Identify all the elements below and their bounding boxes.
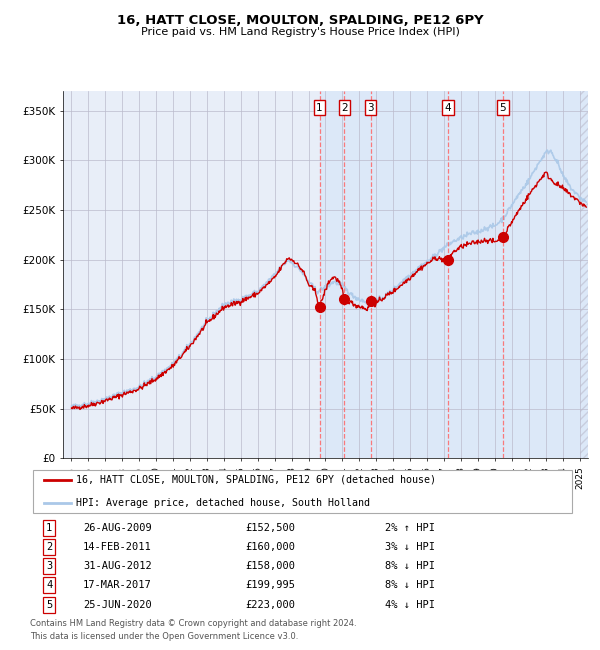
Text: 2: 2 — [46, 542, 52, 552]
Bar — [320, 91, 588, 458]
Text: 1: 1 — [316, 103, 323, 112]
Text: 5: 5 — [46, 600, 52, 610]
Text: 3: 3 — [46, 561, 52, 571]
Text: 4: 4 — [46, 580, 52, 590]
Text: 14-FEB-2011: 14-FEB-2011 — [83, 542, 152, 552]
Text: 16, HATT CLOSE, MOULTON, SPALDING, PE12 6PY (detached house): 16, HATT CLOSE, MOULTON, SPALDING, PE12 … — [76, 474, 436, 485]
Text: 2: 2 — [341, 103, 348, 112]
Text: This data is licensed under the Open Government Licence v3.0.: This data is licensed under the Open Gov… — [30, 632, 298, 641]
Text: 8% ↓ HPI: 8% ↓ HPI — [385, 561, 435, 571]
Text: Price paid vs. HM Land Registry's House Price Index (HPI): Price paid vs. HM Land Registry's House … — [140, 27, 460, 37]
Text: 8% ↓ HPI: 8% ↓ HPI — [385, 580, 435, 590]
Text: 5: 5 — [500, 103, 506, 112]
Text: 31-AUG-2012: 31-AUG-2012 — [83, 561, 152, 571]
Text: £160,000: £160,000 — [245, 542, 295, 552]
Text: HPI: Average price, detached house, South Holland: HPI: Average price, detached house, Sout… — [76, 498, 370, 508]
Text: £152,500: £152,500 — [245, 523, 295, 532]
Bar — [580, 91, 588, 458]
Text: 26-AUG-2009: 26-AUG-2009 — [83, 523, 152, 532]
Text: 4% ↓ HPI: 4% ↓ HPI — [385, 600, 435, 610]
Text: 17-MAR-2017: 17-MAR-2017 — [83, 580, 152, 590]
Text: 1: 1 — [46, 523, 52, 532]
Text: 16, HATT CLOSE, MOULTON, SPALDING, PE12 6PY: 16, HATT CLOSE, MOULTON, SPALDING, PE12 … — [116, 14, 484, 27]
Text: 3% ↓ HPI: 3% ↓ HPI — [385, 542, 435, 552]
FancyBboxPatch shape — [33, 470, 572, 513]
Text: £223,000: £223,000 — [245, 600, 295, 610]
Text: £199,995: £199,995 — [245, 580, 295, 590]
Text: 3: 3 — [367, 103, 374, 112]
Text: 2% ↑ HPI: 2% ↑ HPI — [385, 523, 435, 532]
Text: Contains HM Land Registry data © Crown copyright and database right 2024.: Contains HM Land Registry data © Crown c… — [30, 619, 356, 628]
Text: 25-JUN-2020: 25-JUN-2020 — [83, 600, 152, 610]
Text: 4: 4 — [444, 103, 451, 112]
Text: £158,000: £158,000 — [245, 561, 295, 571]
